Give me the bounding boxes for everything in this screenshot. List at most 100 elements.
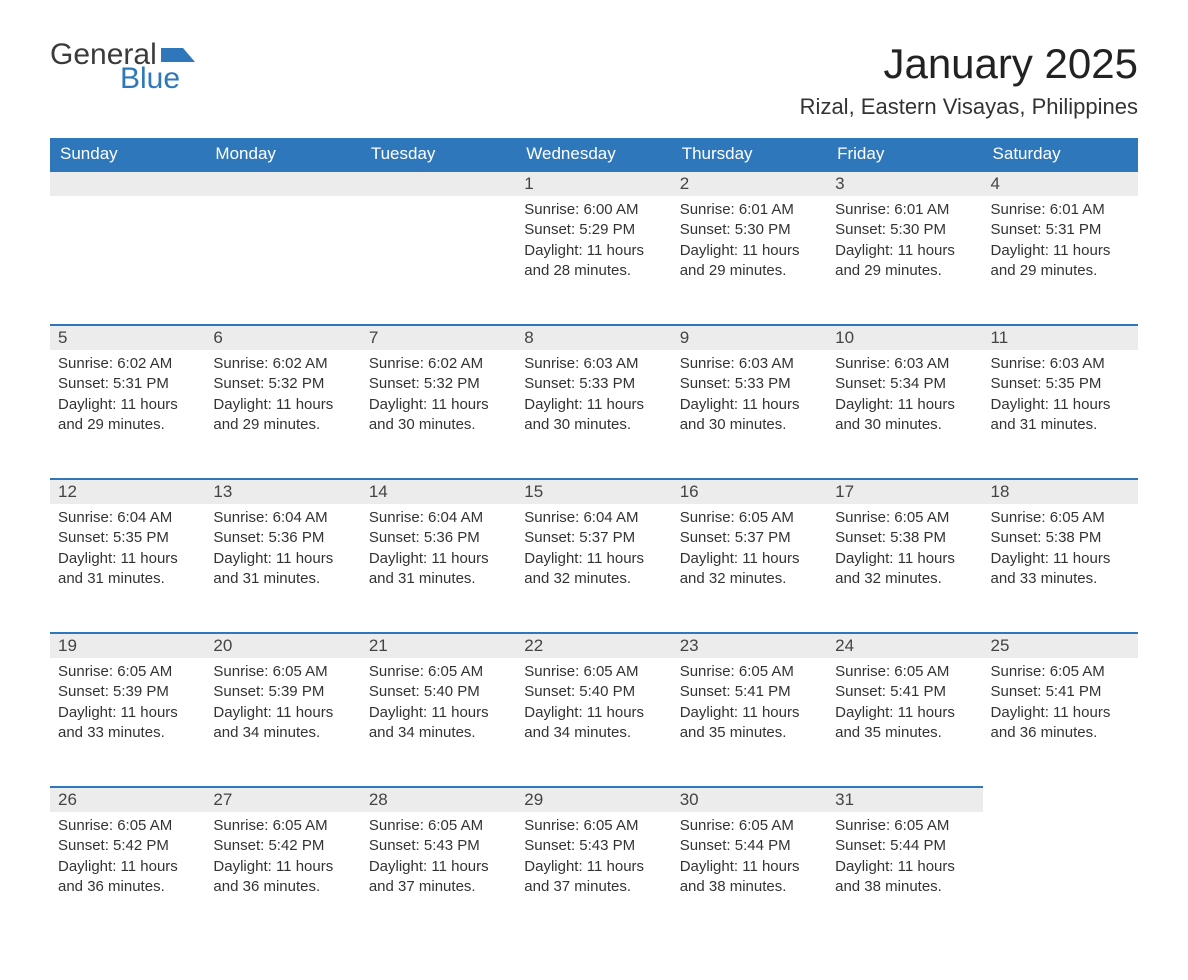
day-number: 21 <box>361 632 516 658</box>
sunrise-text: Sunrise: 6:05 AM <box>835 816 974 836</box>
sunrise-text: Sunrise: 6:05 AM <box>835 508 974 528</box>
sunrise-text: Sunrise: 6:05 AM <box>58 662 197 682</box>
daylight-text: Daylight: 11 hours and 29 minutes. <box>680 241 819 282</box>
day-number: 27 <box>205 786 360 812</box>
daylight-text: Daylight: 11 hours and 36 minutes. <box>58 857 197 898</box>
day-number: 18 <box>983 478 1138 504</box>
day-number: 31 <box>827 786 982 812</box>
day-detail: Sunrise: 6:04 AMSunset: 5:35 PMDaylight:… <box>50 504 205 603</box>
sunrise-text: Sunrise: 6:04 AM <box>369 508 508 528</box>
sunrise-text: Sunrise: 6:03 AM <box>680 354 819 374</box>
daylight-text: Daylight: 11 hours and 30 minutes. <box>680 395 819 436</box>
sunset-text: Sunset: 5:44 PM <box>835 836 974 856</box>
daylight-text: Daylight: 11 hours and 37 minutes. <box>524 857 663 898</box>
day-number: 4 <box>983 170 1138 196</box>
daylight-text: Daylight: 11 hours and 36 minutes. <box>213 857 352 898</box>
sunrise-text: Sunrise: 6:05 AM <box>213 662 352 682</box>
day-number: 16 <box>672 478 827 504</box>
sunrise-text: Sunrise: 6:02 AM <box>369 354 508 374</box>
sunrise-text: Sunrise: 6:05 AM <box>680 816 819 836</box>
sunrise-text: Sunrise: 6:03 AM <box>991 354 1130 374</box>
daylight-text: Daylight: 11 hours and 35 minutes. <box>680 703 819 744</box>
week-daynum-row: 12131415161718 <box>50 478 1138 504</box>
daylight-text: Daylight: 11 hours and 30 minutes. <box>524 395 663 436</box>
daylight-text: Daylight: 11 hours and 33 minutes. <box>58 703 197 744</box>
sunrise-text: Sunrise: 6:05 AM <box>835 662 974 682</box>
empty-day <box>50 170 205 196</box>
day-detail: Sunrise: 6:03 AMSunset: 5:34 PMDaylight:… <box>827 350 982 449</box>
sunset-text: Sunset: 5:43 PM <box>524 836 663 856</box>
day-detail: Sunrise: 6:01 AMSunset: 5:30 PMDaylight:… <box>827 196 982 295</box>
sunrise-text: Sunrise: 6:03 AM <box>835 354 974 374</box>
day-number: 29 <box>516 786 671 812</box>
daylight-text: Daylight: 11 hours and 30 minutes. <box>835 395 974 436</box>
sunset-text: Sunset: 5:38 PM <box>835 528 974 548</box>
sunrise-text: Sunrise: 6:01 AM <box>835 200 974 220</box>
sunset-text: Sunset: 5:41 PM <box>991 682 1130 702</box>
week-detail-row: Sunrise: 6:05 AMSunset: 5:39 PMDaylight:… <box>50 658 1138 786</box>
day-number: 26 <box>50 786 205 812</box>
sunrise-text: Sunrise: 6:04 AM <box>58 508 197 528</box>
day-number: 10 <box>827 324 982 350</box>
logo-text-blue: Blue <box>120 64 195 94</box>
sunrise-text: Sunrise: 6:00 AM <box>524 200 663 220</box>
sunset-text: Sunset: 5:33 PM <box>524 374 663 394</box>
daylight-text: Daylight: 11 hours and 36 minutes. <box>991 703 1130 744</box>
day-detail: Sunrise: 6:05 AMSunset: 5:38 PMDaylight:… <box>827 504 982 603</box>
daylight-text: Daylight: 11 hours and 31 minutes. <box>991 395 1130 436</box>
daylight-text: Daylight: 11 hours and 29 minutes. <box>213 395 352 436</box>
day-detail: Sunrise: 6:02 AMSunset: 5:31 PMDaylight:… <box>50 350 205 449</box>
day-number: 14 <box>361 478 516 504</box>
sunrise-text: Sunrise: 6:02 AM <box>213 354 352 374</box>
day-number: 22 <box>516 632 671 658</box>
calendar-table: Sunday Monday Tuesday Wednesday Thursday… <box>50 138 1138 940</box>
daylight-text: Daylight: 11 hours and 37 minutes. <box>369 857 508 898</box>
sunrise-text: Sunrise: 6:01 AM <box>680 200 819 220</box>
day-detail: Sunrise: 6:05 AMSunset: 5:44 PMDaylight:… <box>672 812 827 911</box>
week-detail-row: Sunrise: 6:00 AMSunset: 5:29 PMDaylight:… <box>50 196 1138 324</box>
sunset-text: Sunset: 5:42 PM <box>58 836 197 856</box>
sunset-text: Sunset: 5:40 PM <box>369 682 508 702</box>
sunset-text: Sunset: 5:31 PM <box>991 220 1130 240</box>
sunrise-text: Sunrise: 6:05 AM <box>680 508 819 528</box>
week-daynum-row: 19202122232425 <box>50 632 1138 658</box>
page-header: General Blue January 2025 Rizal, Eastern… <box>50 40 1138 120</box>
sunset-text: Sunset: 5:41 PM <box>680 682 819 702</box>
sunrise-text: Sunrise: 6:05 AM <box>991 662 1130 682</box>
sunset-text: Sunset: 5:30 PM <box>835 220 974 240</box>
sunset-text: Sunset: 5:44 PM <box>680 836 819 856</box>
sunrise-text: Sunrise: 6:05 AM <box>524 816 663 836</box>
day-header: Sunday <box>50 138 205 170</box>
day-detail: Sunrise: 6:01 AMSunset: 5:30 PMDaylight:… <box>672 196 827 295</box>
daylight-text: Daylight: 11 hours and 31 minutes. <box>213 549 352 590</box>
sunrise-text: Sunrise: 6:05 AM <box>524 662 663 682</box>
day-number: 1 <box>516 170 671 196</box>
daylight-text: Daylight: 11 hours and 31 minutes. <box>369 549 508 590</box>
daylight-text: Daylight: 11 hours and 34 minutes. <box>213 703 352 744</box>
day-header-row: Sunday Monday Tuesday Wednesday Thursday… <box>50 138 1138 170</box>
day-detail: Sunrise: 6:05 AMSunset: 5:42 PMDaylight:… <box>50 812 205 911</box>
day-detail: Sunrise: 6:04 AMSunset: 5:37 PMDaylight:… <box>516 504 671 603</box>
day-number: 28 <box>361 786 516 812</box>
day-detail: Sunrise: 6:05 AMSunset: 5:40 PMDaylight:… <box>516 658 671 757</box>
day-number: 17 <box>827 478 982 504</box>
empty-day <box>361 170 516 196</box>
sunrise-text: Sunrise: 6:04 AM <box>524 508 663 528</box>
daylight-text: Daylight: 11 hours and 32 minutes. <box>524 549 663 590</box>
sunset-text: Sunset: 5:33 PM <box>680 374 819 394</box>
week-detail-row: Sunrise: 6:04 AMSunset: 5:35 PMDaylight:… <box>50 504 1138 632</box>
day-detail: Sunrise: 6:03 AMSunset: 5:35 PMDaylight:… <box>983 350 1138 449</box>
sunset-text: Sunset: 5:38 PM <box>991 528 1130 548</box>
day-number: 13 <box>205 478 360 504</box>
day-number: 11 <box>983 324 1138 350</box>
day-detail: Sunrise: 6:04 AMSunset: 5:36 PMDaylight:… <box>205 504 360 603</box>
sunset-text: Sunset: 5:41 PM <box>835 682 974 702</box>
sunrise-text: Sunrise: 6:02 AM <box>58 354 197 374</box>
empty-day <box>205 170 360 196</box>
sunset-text: Sunset: 5:35 PM <box>991 374 1130 394</box>
day-number: 19 <box>50 632 205 658</box>
day-detail: Sunrise: 6:05 AMSunset: 5:37 PMDaylight:… <box>672 504 827 603</box>
day-number: 8 <box>516 324 671 350</box>
day-number: 2 <box>672 170 827 196</box>
title-block: January 2025 Rizal, Eastern Visayas, Phi… <box>800 40 1138 120</box>
